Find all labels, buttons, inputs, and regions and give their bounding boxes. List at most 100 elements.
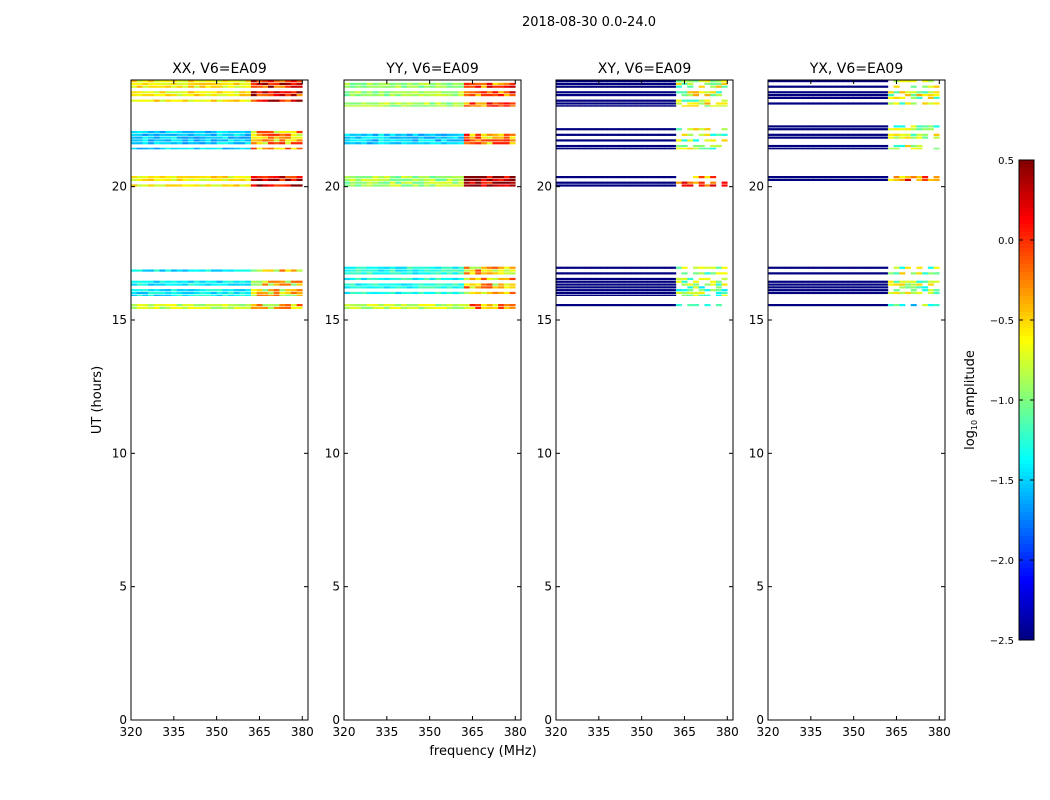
heat-cell [870, 144, 877, 148]
heat-cell [273, 82, 280, 85]
heat-cell [802, 128, 809, 131]
heat-cell [222, 283, 229, 286]
heat-cell [481, 304, 488, 307]
heat-cell [853, 291, 860, 295]
heat-cell [446, 85, 453, 88]
heat-cell [658, 277, 665, 281]
heat-cell [378, 82, 385, 85]
heat-cell [463, 176, 470, 179]
heat-cell [853, 147, 860, 150]
heat-cell [647, 291, 654, 295]
heat-cell [153, 291, 160, 295]
heat-cell [228, 176, 235, 179]
heat-cell [567, 94, 574, 97]
heat-cell [876, 102, 883, 105]
heat-cell [825, 94, 832, 97]
heat-cell [273, 147, 280, 150]
heat-cell [429, 283, 436, 286]
heat-cell [366, 82, 373, 85]
heat-cell [383, 139, 390, 142]
heat-cell [361, 283, 368, 286]
heat-cell [613, 102, 620, 105]
heat-cell [389, 272, 396, 275]
heat-cell [233, 184, 240, 187]
heat-cell [256, 142, 263, 145]
heat-cell [796, 283, 803, 286]
heat-cell [245, 280, 252, 283]
heat-cell [401, 142, 408, 145]
heat-cell [273, 289, 280, 292]
heat-cell [463, 142, 470, 145]
heat-cell [887, 304, 894, 307]
heat-cell [658, 133, 665, 136]
heat-cell [446, 272, 453, 275]
heat-cell [670, 181, 677, 184]
heat-cell [153, 306, 160, 309]
heat-cell [916, 280, 923, 283]
heat-cell [830, 144, 837, 148]
heat-cell [693, 147, 700, 150]
heat-cell [165, 91, 172, 94]
heat-cell [561, 184, 568, 187]
heat-cell [429, 136, 436, 139]
heat-cell [721, 184, 728, 187]
heat-cell [429, 139, 436, 142]
heat-cell [887, 178, 894, 181]
heat-cell [882, 289, 889, 292]
heat-cell [715, 82, 722, 85]
heat-cell [210, 94, 217, 97]
heat-cell [279, 178, 286, 181]
panel-2-title: YY, V6=EA09 [385, 61, 478, 77]
heat-cell [481, 291, 488, 295]
heat-cell [285, 176, 292, 179]
heat-cell [664, 176, 671, 179]
heat-cell [635, 105, 642, 107]
heat-cell [435, 283, 442, 286]
heat-cell [847, 94, 854, 97]
heat-cell [796, 136, 803, 139]
heat-cell [675, 85, 682, 88]
heat-cell [653, 128, 660, 131]
heat-cell [567, 289, 574, 292]
heat-cell [182, 289, 189, 292]
heat-cell [446, 102, 453, 105]
heat-cell [165, 269, 172, 272]
heat-cell [239, 178, 246, 181]
heat-cell [859, 272, 866, 275]
heat-cell [721, 128, 728, 131]
heat-cell [228, 82, 235, 85]
heat-cell [802, 289, 809, 292]
heat-cell [372, 304, 379, 307]
heat-cell [630, 82, 637, 85]
heat-cell [624, 82, 631, 85]
heat-cell [463, 184, 470, 187]
heat-cell [624, 99, 631, 102]
heat-cell [681, 272, 688, 275]
heat-cell [285, 289, 292, 292]
heat-cell [613, 184, 620, 187]
heat-cell [842, 286, 849, 289]
colorbar-segment [1019, 408, 1034, 413]
heat-cell [245, 133, 252, 136]
heat-cell [296, 130, 303, 134]
heat-cell [452, 304, 459, 307]
heat-cell [193, 280, 200, 283]
heat-cell [441, 306, 448, 309]
heat-cell [825, 96, 832, 99]
heat-cell [395, 291, 402, 295]
heat-cell [503, 85, 510, 88]
heat-cell [509, 269, 516, 272]
heat-cell [704, 272, 711, 275]
heat-cell [647, 272, 654, 275]
heat-cell [216, 304, 223, 307]
heat-cell [653, 102, 660, 105]
heat-cell [136, 91, 143, 94]
heat-cell [664, 294, 671, 296]
heat-cell [573, 272, 580, 275]
heat-cell [773, 144, 780, 148]
heat-cell [136, 294, 143, 296]
heat-cell [262, 80, 269, 83]
heat-cell [441, 184, 448, 187]
heat-cell [412, 272, 419, 275]
